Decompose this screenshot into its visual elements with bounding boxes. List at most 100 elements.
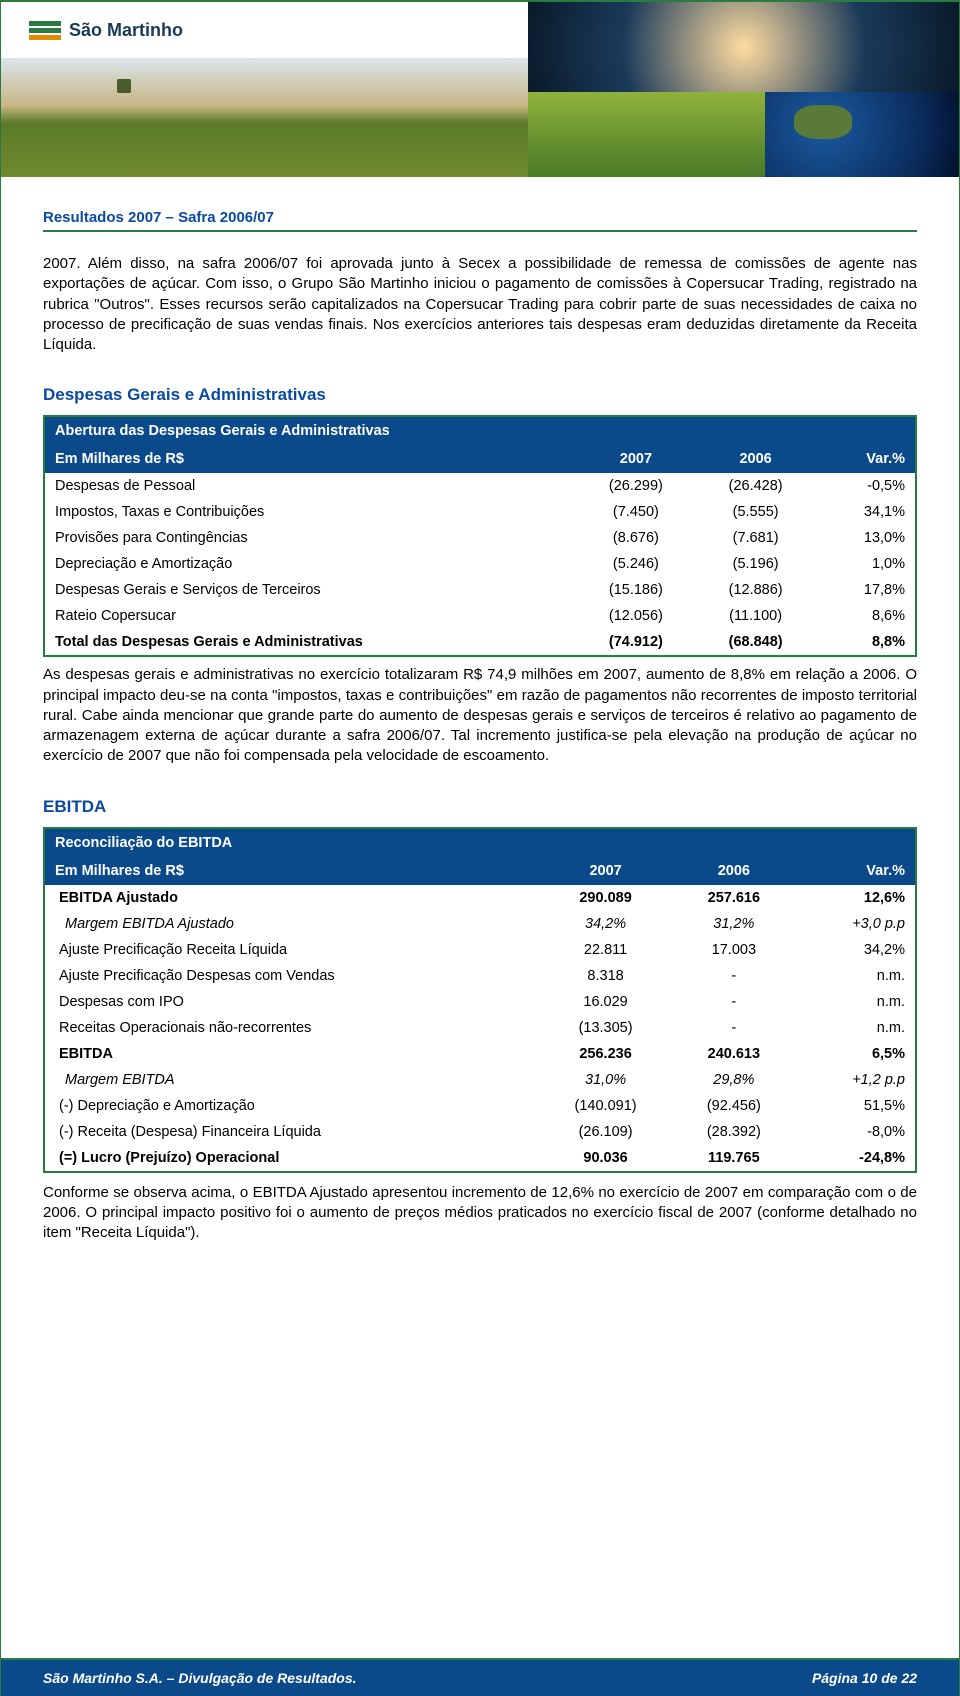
section-title-despesas: Despesas Gerais e Administrativas xyxy=(43,385,917,405)
row-c3: 8,8% xyxy=(815,629,916,656)
row-label: Ajuste Precificação Receita Líquida xyxy=(44,937,538,963)
row-label: EBITDA xyxy=(44,1041,538,1067)
table2-col3: Var.% xyxy=(795,857,916,885)
page: São Martinho Resultados 2007 – Safra 200… xyxy=(0,0,960,1696)
table1-col0: Em Milhares de R$ xyxy=(44,445,576,473)
table1-title: Abertura das Despesas Gerais e Administr… xyxy=(44,416,916,445)
row-label: EBITDA Ajustado xyxy=(44,885,538,911)
row-c2: 257.616 xyxy=(673,885,795,911)
row-c1: (8.676) xyxy=(576,525,696,551)
footer-right-text: Página 10 de 22 xyxy=(812,1670,917,1686)
row-c1: (26.299) xyxy=(576,473,696,499)
field-image xyxy=(1,58,528,177)
row-label: (=) Lucro (Prejuízo) Operacional xyxy=(44,1145,538,1172)
row-c2: 119.765 xyxy=(673,1145,795,1172)
table-row: Receitas Operacionais não-recorrentes(13… xyxy=(44,1015,916,1041)
row-c1: (140.091) xyxy=(538,1093,673,1119)
row-label: Despesas Gerais e Serviços de Terceiros xyxy=(44,577,576,603)
table1-col3: Var.% xyxy=(815,445,916,473)
row-c3: 12,6% xyxy=(795,885,916,911)
row-label: Receitas Operacionais não-recorrentes xyxy=(44,1015,538,1041)
table-row: Despesas Gerais e Serviços de Terceiros (… xyxy=(44,577,916,603)
table-row: (-) Receita (Despesa) Financeira Líquida… xyxy=(44,1119,916,1145)
row-c3: 6,5% xyxy=(795,1041,916,1067)
row-label: Despesas de Pessoal xyxy=(44,473,576,499)
row-c3: 8,6% xyxy=(815,603,916,629)
table-row: Impostos, Taxas e Contribuições(7.450)(5… xyxy=(44,499,916,525)
row-c3: +3,0 p.p xyxy=(795,911,916,937)
table-row: Margem EBITDA Ajustado34,2%31,2%+3,0 p.p xyxy=(44,911,916,937)
table-row-total: Total das Despesas Gerais e Administrati… xyxy=(44,629,916,656)
table-row: Ajuste Precificação Despesas com Vendas8… xyxy=(44,963,916,989)
table-row: Despesas de Pessoal(26.299)(26.428)-0,5% xyxy=(44,473,916,499)
row-c1: 256.236 xyxy=(538,1041,673,1067)
document-header: Resultados 2007 – Safra 2006/07 xyxy=(43,209,917,232)
table-row: EBITDA Ajustado290.089257.61612,6% xyxy=(44,885,916,911)
table2-paragraph: Conforme se observa acima, o EBITDA Ajus… xyxy=(43,1183,917,1244)
row-c3: 34,2% xyxy=(795,937,916,963)
row-c2: (5.196) xyxy=(696,551,816,577)
table-row: EBITDA256.236240.6136,5% xyxy=(44,1041,916,1067)
row-c3: 17,8% xyxy=(815,577,916,603)
table-row: Rateio Copersucar(12.056)(11.100)8,6% xyxy=(44,603,916,629)
row-c3: -8,0% xyxy=(795,1119,916,1145)
row-label: Despesas com IPO xyxy=(44,989,538,1015)
row-c2: (5.555) xyxy=(696,499,816,525)
ebitda-table: Reconciliação do EBITDA Em Milhares de R… xyxy=(43,827,917,1173)
logo-text: São Martinho xyxy=(69,20,183,41)
row-c3: n.m. xyxy=(795,989,916,1015)
row-c3: 34,1% xyxy=(815,499,916,525)
row-label: Provisões para Contingências xyxy=(44,525,576,551)
table-row: (-) Depreciação e Amortização(140.091)(9… xyxy=(44,1093,916,1119)
row-label: Margem EBITDA Ajustado xyxy=(44,911,538,937)
row-c1: 34,2% xyxy=(538,911,673,937)
despesas-table: Abertura das Despesas Gerais e Administr… xyxy=(43,415,917,657)
row-c3: 51,5% xyxy=(795,1093,916,1119)
table1-col1: 2007 xyxy=(576,445,696,473)
row-label: (-) Depreciação e Amortização xyxy=(44,1093,538,1119)
row-c2: - xyxy=(673,1015,795,1041)
table-row: Ajuste Precificação Receita Líquida22.81… xyxy=(44,937,916,963)
row-c1: (7.450) xyxy=(576,499,696,525)
content-area: Resultados 2007 – Safra 2006/07 2007. Al… xyxy=(1,177,959,1285)
row-c1: 31,0% xyxy=(538,1067,673,1093)
sugarcane-image xyxy=(528,92,765,177)
row-c1: 8.318 xyxy=(538,963,673,989)
row-c1: (5.246) xyxy=(576,551,696,577)
row-c1: (12.056) xyxy=(576,603,696,629)
banner-right xyxy=(528,2,959,177)
row-c3: 1,0% xyxy=(815,551,916,577)
table2-col0: Em Milhares de R$ xyxy=(44,857,538,885)
intro-paragraph: 2007. Além disso, na safra 2006/07 foi a… xyxy=(43,254,917,355)
row-c3: n.m. xyxy=(795,963,916,989)
row-label: (-) Receita (Despesa) Financeira Líquida xyxy=(44,1119,538,1145)
table2-title: Reconciliação do EBITDA xyxy=(44,828,916,857)
row-c2: (92.456) xyxy=(673,1093,795,1119)
row-c2: (28.392) xyxy=(673,1119,795,1145)
row-c1: (26.109) xyxy=(538,1119,673,1145)
table2-col2: 2006 xyxy=(673,857,795,885)
table-row: Depreciação e Amortização(5.246)(5.196)1… xyxy=(44,551,916,577)
row-c3: 13,0% xyxy=(815,525,916,551)
page-footer: São Martinho S.A. – Divulgação de Result… xyxy=(1,1658,959,1696)
row-c2: (11.100) xyxy=(696,603,816,629)
banner-bottom-row xyxy=(528,92,959,177)
row-c2: 29,8% xyxy=(673,1067,795,1093)
tunnel-image xyxy=(528,2,959,92)
header-banner: São Martinho xyxy=(1,2,959,177)
row-label: Margem EBITDA xyxy=(44,1067,538,1093)
logo-stripes-icon xyxy=(29,21,61,40)
row-label: Depreciação e Amortização xyxy=(44,551,576,577)
globe-image xyxy=(765,92,959,177)
table-row: Margem EBITDA31,0%29,8%+1,2 p.p xyxy=(44,1067,916,1093)
row-label: Ajuste Precificação Despesas com Vendas xyxy=(44,963,538,989)
row-c2: 240.613 xyxy=(673,1041,795,1067)
row-c3: n.m. xyxy=(795,1015,916,1041)
table-row: Despesas com IPO16.029-n.m. xyxy=(44,989,916,1015)
footer-left-text: São Martinho S.A. – Divulgação de Result… xyxy=(43,1670,357,1686)
row-c1: 16.029 xyxy=(538,989,673,1015)
row-c2: (12.886) xyxy=(696,577,816,603)
table-row: (=) Lucro (Prejuízo) Operacional90.03611… xyxy=(44,1145,916,1172)
row-c1: 290.089 xyxy=(538,885,673,911)
row-c3: +1,2 p.p xyxy=(795,1067,916,1093)
